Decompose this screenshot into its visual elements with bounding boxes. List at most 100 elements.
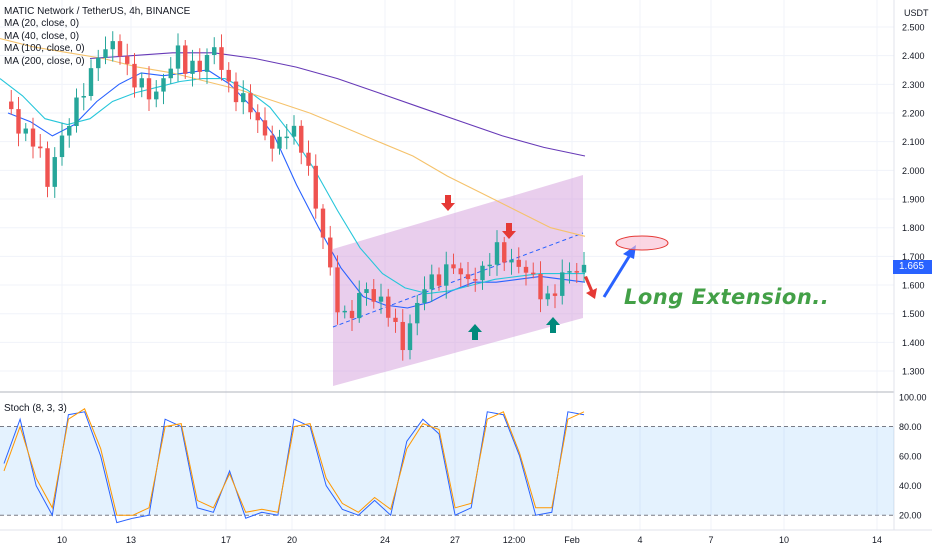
candle-body [96, 57, 101, 69]
candle-body [422, 289, 427, 303]
candle-body [516, 259, 521, 267]
candle-body [560, 272, 565, 296]
stoch-tick-label: 40.00 [899, 481, 922, 491]
price-tick-label: 1.700 [902, 252, 925, 262]
candle-body [190, 60, 195, 74]
candle-body [407, 323, 413, 351]
candle-body [364, 289, 369, 294]
red-down-right-arrow [584, 276, 597, 299]
symbol-title[interactable]: MATIC Network / TetherUS, 4h, BINANCE [4, 6, 191, 17]
price-tick-label: 2.200 [902, 109, 925, 119]
stoch-tick-label: 100.00 [899, 393, 927, 403]
channel-overlay [332, 175, 584, 386]
candle-body [538, 274, 543, 300]
stoch-tick-label: 80.00 [899, 422, 922, 432]
price-tick-label: 2.400 [902, 51, 925, 61]
candle-body [371, 289, 376, 302]
candle-body [473, 279, 478, 281]
candle-body [219, 47, 224, 70]
time-axis[interactable]: 10 13 17 20 24 27 12:00 Feb 4 7 10 14 [57, 535, 882, 545]
candle-body [523, 266, 529, 273]
time-tick-label: 13 [126, 535, 136, 545]
price-tick-label: 1.800 [902, 223, 925, 233]
candle-body [284, 136, 289, 139]
price-tick-label: 2.000 [902, 166, 925, 176]
candle-body [168, 68, 173, 79]
time-tick-label: 24 [380, 535, 390, 545]
candles [9, 31, 587, 361]
candle-body [581, 264, 587, 273]
legend: MATIC Network / TetherUS, 4h, BINANCE MA… [4, 6, 190, 68]
candle-body [23, 128, 28, 134]
candle-body [349, 310, 355, 319]
candle-body [335, 267, 340, 313]
candle-body [16, 109, 21, 134]
stoch-axis[interactable]: 100.00 80.00 60.00 40.00 20.00 [899, 393, 927, 521]
candle-body [262, 120, 268, 136]
ma40-legend[interactable]: MA (40, close, 0) [4, 30, 80, 42]
candle-body [197, 60, 202, 72]
price-tick-label: 1.300 [902, 367, 925, 377]
candle-body [386, 296, 391, 318]
candle-body [328, 237, 333, 268]
price-tick-label: 2.100 [902, 137, 925, 147]
candle-body [81, 95, 86, 98]
candle-body [38, 146, 43, 149]
candle-body [255, 112, 260, 121]
candle-body [567, 271, 572, 273]
candle-body [444, 264, 449, 286]
candle-body [103, 49, 108, 58]
candle-body [306, 152, 311, 166]
candle-body [132, 63, 137, 88]
candle-body [9, 101, 14, 110]
candle-body [342, 310, 347, 313]
candle-body [226, 69, 231, 82]
time-tick-label: 14 [872, 535, 882, 545]
candle-body [480, 265, 485, 281]
stoch-tick-label: 20.00 [899, 511, 922, 521]
candle-body [175, 45, 181, 69]
candle-body [502, 242, 507, 263]
ma20-legend[interactable]: MA (20, close, 0) [4, 18, 80, 30]
stoch-line-1 [3, 408, 585, 516]
green-up-arrow [546, 317, 560, 333]
annotation-text[interactable]: Long Extension.. [624, 285, 830, 309]
candle-body [59, 135, 65, 158]
stoch-tick-label: 60.00 [899, 452, 922, 462]
price-tick-label: 2.500 [902, 23, 925, 33]
candle-body [357, 293, 362, 319]
candle-body [52, 157, 57, 187]
candle-body [241, 93, 246, 103]
blue-arrow-shaft [602, 254, 632, 298]
candle-body [291, 125, 297, 137]
candle-body [531, 272, 536, 275]
time-tick-label: 20 [287, 535, 297, 545]
candle-body [415, 302, 420, 324]
candle-body [233, 81, 239, 103]
ma-line-0 [7, 69, 586, 309]
candle-body [552, 293, 558, 296]
ma-lines [0, 37, 586, 309]
time-tick-label: 10 [57, 535, 67, 545]
price-tick-label: 1.500 [902, 309, 925, 319]
candle-body [45, 148, 50, 187]
candle-body [393, 317, 398, 322]
price-tick-label: 1.600 [902, 281, 925, 291]
red-down-arrow [502, 223, 516, 239]
price-tick-label: 1.400 [902, 338, 925, 348]
candle-body [436, 274, 442, 286]
candle-body [545, 293, 550, 300]
time-tick-label: 12:00 [503, 535, 526, 545]
ma200-legend[interactable]: MA (200, close, 0) [4, 55, 85, 67]
ma100-legend[interactable]: MA (100, close, 0) [4, 43, 85, 55]
candle-body [494, 242, 500, 265]
candle-body [161, 78, 166, 92]
time-tick-label: 27 [450, 535, 460, 545]
stoch-legend[interactable]: Stoch (8, 3, 3) [4, 403, 67, 414]
candle-body [117, 41, 123, 57]
target-ellipse [615, 235, 669, 251]
price-axis[interactable]: 2.500 2.400 2.300 2.200 2.100 2.000 1.900 1.800… [902, 23, 925, 377]
candle-body [458, 268, 463, 275]
time-tick-label: 10 [779, 535, 789, 545]
